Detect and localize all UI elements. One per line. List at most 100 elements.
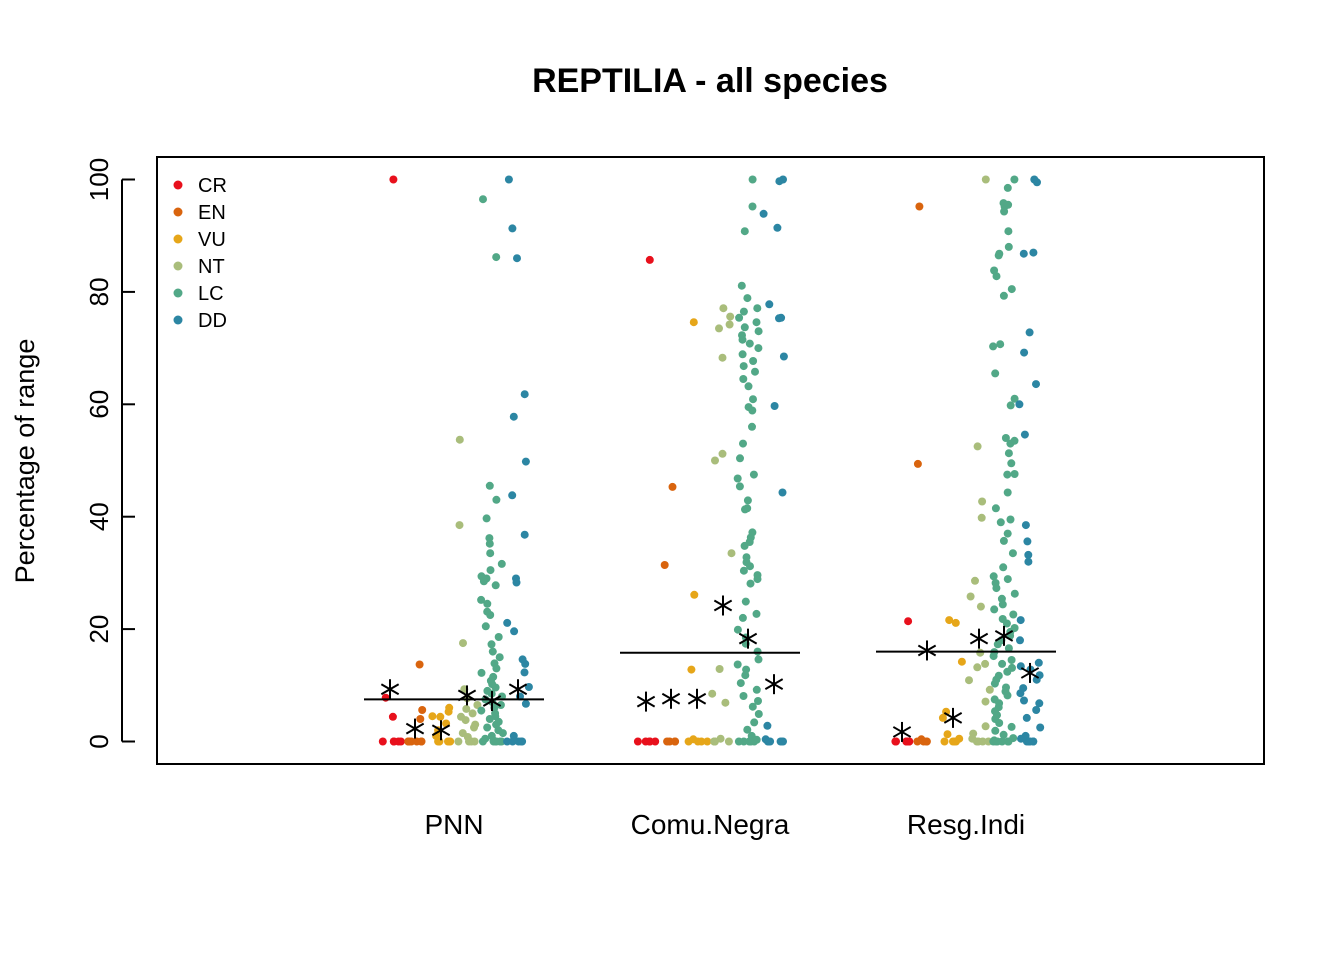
data-point-lc xyxy=(1008,549,1017,558)
data-point-lc xyxy=(991,369,1000,378)
data-point-en xyxy=(404,737,413,746)
data-point-lc xyxy=(751,367,759,376)
data-point-dd xyxy=(1034,658,1043,667)
data-point-dd xyxy=(512,578,521,587)
data-point-lc xyxy=(1010,470,1019,478)
data-point-dd xyxy=(759,209,768,218)
data-point-lc xyxy=(743,496,752,505)
group-mean-marker xyxy=(661,688,681,709)
data-point-nt xyxy=(981,659,990,668)
data-point-nt xyxy=(973,663,982,672)
data-point-dd xyxy=(1020,430,1029,439)
data-point-nt xyxy=(725,320,734,329)
data-point-lc xyxy=(999,563,1008,572)
legend: CR EN VU NT LC DD xyxy=(173,175,227,332)
data-point-lc xyxy=(478,737,487,746)
data-point-cr xyxy=(389,175,398,184)
data-point-lc xyxy=(733,474,742,483)
data-point-dd xyxy=(503,618,512,627)
data-point-vu xyxy=(945,616,954,625)
data-point-dd xyxy=(518,737,527,746)
data-point-vu xyxy=(940,737,949,746)
data-point-nt xyxy=(715,324,723,333)
data-point-lc xyxy=(989,572,998,581)
data-point-lc xyxy=(754,710,763,718)
data-point-dd xyxy=(1019,249,1028,258)
data-point-lc xyxy=(1007,656,1016,664)
data-point-en xyxy=(915,202,924,211)
x-category-label: Comu.Negra xyxy=(631,809,790,840)
data-point-lc xyxy=(497,559,506,568)
data-point-lc xyxy=(1010,175,1019,184)
data-point-dd xyxy=(508,224,517,233)
data-point-lc xyxy=(1004,242,1013,251)
data-point-vu xyxy=(703,737,712,746)
data-point-dd xyxy=(508,491,517,500)
data-point-lc xyxy=(495,653,504,662)
data-point-lc xyxy=(1010,589,1019,598)
y-tick-label: 0 xyxy=(84,734,114,748)
data-point-cr xyxy=(904,617,913,626)
data-point-dd xyxy=(1033,178,1041,187)
data-point-lc xyxy=(1006,515,1015,524)
data-point-lc xyxy=(736,679,745,688)
data-point-lc xyxy=(737,281,746,290)
legend-swatch-vu xyxy=(173,234,183,244)
legend-label: VU xyxy=(198,229,226,251)
data-point-lc xyxy=(990,679,999,688)
data-point-en xyxy=(415,660,424,669)
data-point-nt xyxy=(966,592,975,601)
data-point-vu xyxy=(950,737,959,746)
data-point-dd xyxy=(775,177,784,186)
data-point-en xyxy=(416,715,425,723)
data-point-lc xyxy=(477,706,486,715)
data-point-lc xyxy=(486,611,495,619)
data-point-nt xyxy=(976,648,985,657)
data-point-lc xyxy=(491,683,500,692)
mean-markers xyxy=(364,595,1056,742)
data-point-vu xyxy=(689,318,698,327)
data-point-lc xyxy=(738,335,747,344)
data-point-lc xyxy=(989,652,998,661)
data-point-lc xyxy=(749,470,758,479)
data-point-lc xyxy=(1010,394,1019,403)
data-point-nt xyxy=(470,723,478,732)
data-point-lc xyxy=(748,202,757,211)
group-mean-marker xyxy=(1020,662,1040,683)
data-point-nt xyxy=(971,576,979,585)
data-point-lc xyxy=(741,597,750,606)
data-point-lc xyxy=(736,454,744,463)
data-point-nt xyxy=(462,704,471,713)
data-point-en xyxy=(663,737,672,746)
data-point-nt xyxy=(985,685,994,694)
data-point-lc xyxy=(754,327,763,336)
data-point-en xyxy=(417,737,426,746)
data-point-lc xyxy=(754,697,762,705)
data-point-lc xyxy=(993,640,1002,649)
data-point-lc xyxy=(743,294,752,303)
data-point-lc xyxy=(492,495,501,504)
data-point-en xyxy=(668,482,677,491)
group-mean-marker xyxy=(943,707,963,728)
data-point-lc xyxy=(740,541,749,550)
data-point-lc xyxy=(479,195,487,204)
data-point-en xyxy=(418,706,427,714)
plot-frame xyxy=(156,156,1265,765)
data-point-dd xyxy=(1016,636,1024,645)
data-point-lc xyxy=(1004,227,1013,236)
data-point-lc xyxy=(753,304,762,313)
data-point-lc xyxy=(996,518,1005,527)
group-mean-marker xyxy=(687,688,707,709)
data-point-lc xyxy=(1003,488,1012,497)
data-point-en xyxy=(660,561,669,569)
data-point-vu xyxy=(957,657,966,666)
data-point-en xyxy=(913,737,922,746)
data-point-lc xyxy=(485,481,494,490)
data-point-nt xyxy=(981,697,990,706)
legend-swatch-en xyxy=(173,207,183,217)
data-point-dd xyxy=(1032,380,1040,389)
data-point-dd xyxy=(1016,689,1025,698)
data-point-lc xyxy=(999,730,1008,739)
data-point-dd xyxy=(508,737,517,746)
